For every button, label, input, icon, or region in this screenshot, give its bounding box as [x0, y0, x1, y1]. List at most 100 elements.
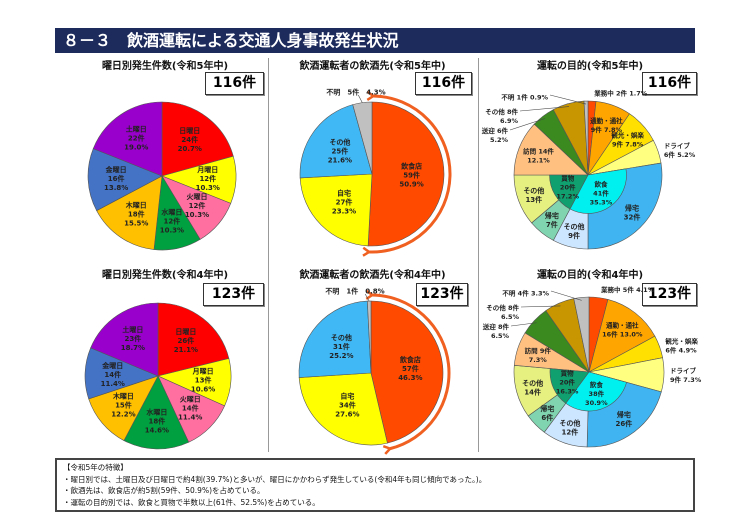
- chart-title-drink-r4: 飲酒運転者の飲酒先(令和4年中): [299, 270, 446, 281]
- leader-line: [358, 94, 363, 103]
- slice-label: 帰宅 7件: [545, 211, 559, 229]
- slice-label: その他 8件 6.5%: [486, 303, 519, 321]
- slice-label: 火曜日 12件 10.3%: [185, 192, 209, 219]
- pie-inner-slice-purpose5: [569, 168, 627, 214]
- pie-slice-day5: [161, 101, 234, 177]
- notes-box: 【令和5年の特徴】 ・曜日別では、土曜日及び日曜日で約4割(39.7%)と多いが…: [55, 458, 695, 512]
- pie-slice-drink4: [370, 300, 444, 444]
- slice-label: 不明 1件 0.8%: [325, 287, 384, 296]
- chart-title-purpose-r4: 運転の目的(令和4年中): [536, 270, 644, 281]
- slice-label: 火曜日 14件 11.4%: [178, 394, 202, 421]
- arrowhead-icon: [362, 246, 372, 257]
- slice-label: 通勤・通社 16件 13.0%: [602, 320, 643, 338]
- slice-label: 自宅 34件 27.6%: [335, 391, 359, 418]
- slice-label: 訪問 9件 7.3%: [525, 346, 552, 364]
- pie-slice-day4: [157, 302, 230, 377]
- page-title: ８－３ 飲酒運転による交通人身事故発生状況: [55, 28, 695, 53]
- slice-label: 日曜日 26件 21.1%: [174, 327, 198, 354]
- inner-slice-label: 飲食 41件 35.3%: [590, 180, 613, 207]
- slice-label: 金曜日 14件 11.4%: [101, 361, 125, 388]
- slice-label: 業務中 5件 4.1%: [600, 285, 655, 294]
- leader-line: [549, 94, 587, 105]
- pie-slice-drink4: [298, 372, 388, 446]
- slice-label: 通勤・通社 9件 7.8%: [590, 116, 623, 134]
- slice-label: 業務中 2件 1.7%: [593, 89, 648, 98]
- pie-slice-drink5: [299, 173, 373, 247]
- leader-line: [520, 305, 561, 308]
- slice-label: その他 8件 6.9%: [485, 107, 518, 125]
- slice-label: 観光・娯楽 9件 7.8%: [611, 130, 644, 148]
- arrowhead-icon: [366, 90, 376, 101]
- total-badge-day-r4: 123件: [203, 283, 264, 306]
- chart-title-day-r5: 曜日別発生件数(令和5年中): [101, 61, 229, 72]
- slice-label: 土曜日 22件 19.0%: [124, 125, 148, 152]
- notes-line: ・曜日別では、土曜日及び日曜日で約4割(39.7%)と多いが、曜日にかかわらず発…: [63, 474, 487, 484]
- pie-slice-drink4: [298, 300, 372, 378]
- inner-slice-label: 買物 20件 17.2%: [556, 174, 579, 201]
- pie-slice-purpose4: [573, 296, 590, 373]
- pie-inner-slice-purpose4: [549, 368, 590, 404]
- slice-label: 飲食店 59件 50.9%: [399, 162, 423, 189]
- slice-label: 木曜日 15件 12.2%: [111, 392, 135, 419]
- slice-label: 送迎 8件 6.5%: [482, 322, 510, 340]
- slice-label: その他 13件: [523, 186, 544, 204]
- notes-line: ・運転の目的別では、飲食と買物で半数以上(61件、52.5%)を占めている。: [63, 497, 320, 507]
- inner-slice-label: 買物 20件 16.3%: [556, 368, 579, 395]
- pie-slice-drink5: [299, 104, 373, 179]
- slice-label: 木曜日 18件 15.5%: [124, 200, 148, 227]
- slice-label: 金曜日 16件 13.8%: [104, 165, 128, 192]
- slice-label: 訪問 14件 12.1%: [523, 146, 554, 164]
- slice-label: その他 12件: [559, 418, 580, 436]
- pie-slice-day4: [90, 302, 159, 377]
- notes-heading: 【令和5年の特徴】: [63, 463, 128, 472]
- pie-inner-slice-purpose5: [549, 174, 589, 210]
- chart-title-purpose-r5: 運転の目的(令和5年中): [536, 61, 644, 72]
- slice-label: 帰宅 32件: [624, 203, 641, 221]
- slice-label: 土曜日 23件 18.7%: [121, 325, 145, 352]
- chart-title-drink-r5: 飲酒運転者の飲酒先(令和5年中): [299, 61, 446, 72]
- divider: [268, 58, 269, 452]
- arrowhead-icon: [382, 445, 393, 455]
- slice-label: 帰宅 6件: [540, 404, 554, 422]
- pie-slice-purpose4: [588, 299, 656, 373]
- pie-slice-drink5: [367, 101, 445, 247]
- pie-slice-day5: [92, 101, 163, 177]
- total-badge-day-r5: 116件: [205, 72, 264, 95]
- pie-inner-slice-purpose4: [565, 371, 627, 412]
- slice-label: その他 31件 25.2%: [329, 333, 353, 360]
- slice-label: 水曜日 18件 14.6%: [145, 408, 169, 435]
- total-badge-drink-r5: 116件: [415, 72, 472, 95]
- divider: [478, 58, 479, 452]
- pie-slice-day5: [96, 175, 163, 250]
- slice-label: 不明 4件 3.3%: [502, 289, 549, 298]
- bracket-arrow: [369, 94, 452, 254]
- slice-label: 不明 1件 0.9%: [501, 93, 548, 102]
- leader-line: [550, 290, 582, 301]
- slice-label: 帰宅 26件: [615, 410, 632, 428]
- slice-label: 日曜日 24件 20.7%: [178, 126, 202, 153]
- slice-label: 自宅 27件 23.3%: [332, 189, 356, 216]
- slice-label: その他 14件: [522, 379, 543, 397]
- slice-label: ドライブ 6件 5.2%: [664, 141, 696, 159]
- slice-label: 水曜日 12件 10.3%: [160, 207, 184, 234]
- pie-slice-purpose5: [583, 100, 589, 176]
- total-badge-purpose-r4: 123件: [642, 283, 697, 306]
- total-badge-drink-r4: 123件: [416, 283, 468, 306]
- leader-line: [509, 118, 546, 131]
- slice-label: ドライブ 9件 7.3%: [670, 366, 702, 384]
- pie-slice-day5: [87, 148, 163, 212]
- bracket-arrow: [372, 293, 451, 451]
- arrowhead-icon: [365, 289, 375, 300]
- total-badge-purpose-r5: 116件: [642, 72, 697, 95]
- slice-label: 月曜日 13件 10.6%: [191, 367, 215, 394]
- slice-label: 飲食店 57件 46.3%: [398, 355, 422, 382]
- slice-label: 月曜日 12件 10.3%: [196, 165, 220, 192]
- chart-title-day-r4: 曜日別発生件数(令和4年中): [101, 270, 229, 281]
- pie-slice-day4: [123, 375, 190, 450]
- slice-label: その他 9件: [564, 222, 585, 240]
- leader-line: [364, 293, 370, 302]
- slice-label: 送迎 6件 5.2%: [481, 126, 509, 144]
- slice-label: 不明 5件 4.3%: [326, 88, 385, 97]
